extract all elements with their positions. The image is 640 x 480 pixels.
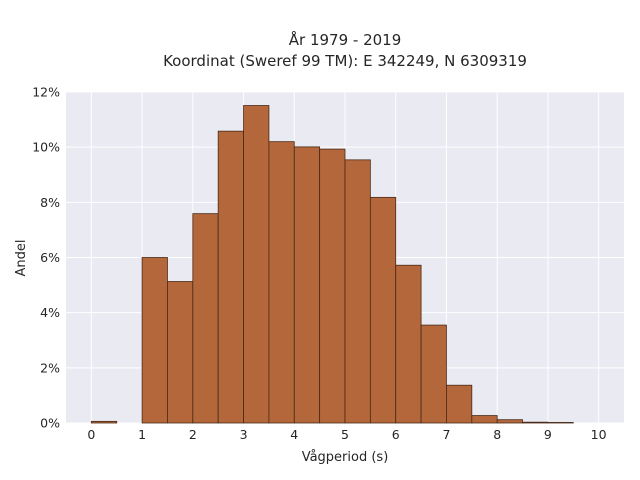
histogram-bar	[446, 384, 473, 424]
chart-title-line-2: Koordinat (Sweref 99 TM): E 342249, N 63…	[163, 52, 527, 70]
y-tick-label: 8%	[40, 195, 60, 210]
histogram-bar	[344, 159, 371, 424]
histogram-bar	[471, 415, 498, 424]
y-tick-label: 2%	[40, 360, 60, 375]
x-tick-label: 6	[392, 427, 400, 442]
histogram-bar	[243, 105, 270, 424]
y-tick-label: 10%	[32, 140, 60, 155]
histogram-bar	[217, 130, 244, 424]
x-tick-label: 10	[591, 427, 607, 442]
histogram-bar	[395, 264, 422, 424]
histogram-bar	[369, 196, 397, 424]
histogram-bar	[496, 419, 523, 424]
histogram-bar	[90, 420, 118, 424]
x-tick-label: 2	[189, 427, 197, 442]
histogram-bar	[167, 281, 194, 424]
x-axis-ticks: 0 1 2 3 4 5 6 7 8 9 10	[87, 427, 606, 442]
x-tick-label: 4	[290, 427, 298, 442]
x-tick-label: 7	[442, 427, 450, 442]
histogram-bar	[547, 422, 574, 424]
histogram-bar	[192, 213, 219, 424]
y-tick-label: 12%	[32, 85, 60, 100]
histogram-bar	[268, 141, 295, 424]
y-tick-label: 0%	[40, 416, 60, 431]
y-axis-label: Andel	[14, 240, 29, 277]
histogram-bar	[420, 324, 447, 424]
x-tick-label: 0	[87, 427, 95, 442]
chart-title-line-1: År 1979 - 2019	[289, 30, 402, 49]
histogram-bar	[522, 421, 549, 424]
histogram-bar	[293, 146, 321, 424]
bars	[90, 105, 574, 424]
x-tick-label: 5	[341, 427, 349, 442]
histogram-bar	[319, 148, 346, 424]
x-axis-label: Vågperiod (s)	[302, 450, 389, 465]
x-tick-label: 8	[493, 427, 501, 442]
x-tick-label: 1	[138, 427, 146, 442]
y-tick-label: 4%	[40, 305, 60, 320]
y-tick-label: 6%	[40, 250, 60, 265]
x-tick-label: 9	[544, 427, 552, 442]
y-axis-ticks: 0% 2% 4% 6% 8% 10% 12%	[32, 85, 60, 431]
histogram-bar	[141, 257, 168, 424]
x-tick-label: 3	[240, 427, 248, 442]
